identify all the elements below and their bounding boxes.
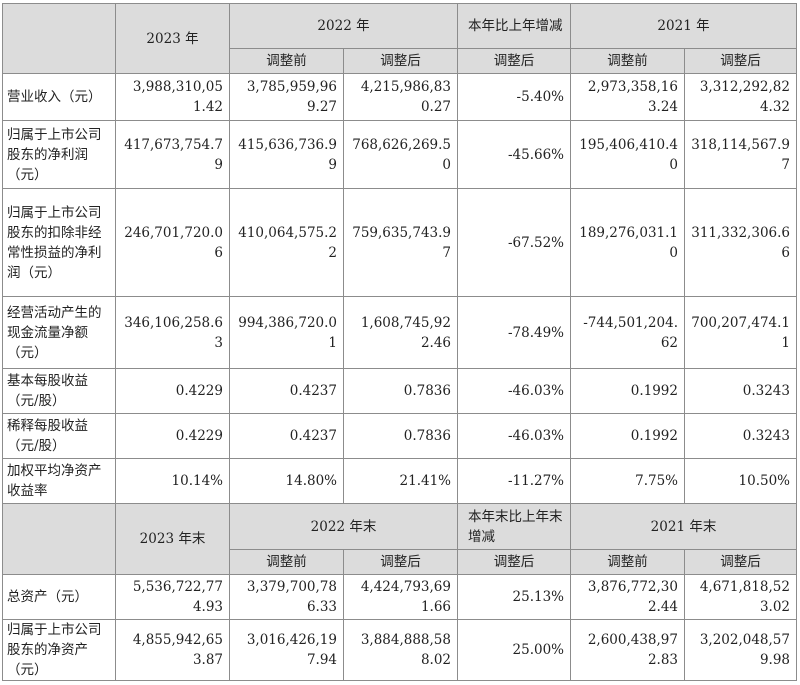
cell-2021-before: 189,276,031.10 xyxy=(570,188,685,297)
header-yoy: 本年比上年增减 xyxy=(457,3,571,49)
header-2021-end: 2021 年末 xyxy=(570,503,797,550)
cell-2021-before: 195,406,410.40 xyxy=(570,120,685,189)
cell-2023: 10.14% xyxy=(115,458,230,504)
header-2021: 2021 年 xyxy=(570,3,797,49)
header-corner-cell xyxy=(2,3,116,74)
header-2021-before: 调整前 xyxy=(570,48,685,74)
row-label: 归属于上市公司股东的扣除非经常性损益的净利润（元） xyxy=(2,188,116,297)
header-2021-end-after: 调整后 xyxy=(684,549,797,575)
header-2022-end: 2022 年末 xyxy=(229,503,458,550)
cell-2022-after: 21.41% xyxy=(343,458,458,504)
cell-yoy: -5.40% xyxy=(457,73,571,121)
financial-indicators-table: 2023 年 2022 年 本年比上年增减 2021 年 调整前 调整后 调整后… xyxy=(2,3,797,681)
cell-yoy: 25.13% xyxy=(457,574,571,620)
cell-2022-before: 994,386,720.01 xyxy=(229,296,344,369)
row-label: 归属于上市公司股东的净利润（元） xyxy=(2,120,116,189)
table-row: 归属于上市公司股东的净利润（元） 417,673,754.79 415,636,… xyxy=(2,120,797,189)
cell-2022-after: 0.7836 xyxy=(343,368,458,414)
table-row: 稀释每股收益（元/股） 0.4229 0.4237 0.7836 -46.03%… xyxy=(2,413,797,459)
cell-yoy: -11.27% xyxy=(457,458,571,504)
cell-2022-after: 1,608,745,922.46 xyxy=(343,296,458,369)
cell-2021-after: 0.3243 xyxy=(684,413,797,459)
cell-2022-after: 768,626,269.50 xyxy=(343,120,458,189)
cell-2022-before: 0.4237 xyxy=(229,368,344,414)
cell-2023: 0.4229 xyxy=(115,413,230,459)
header-2023: 2023 年 xyxy=(115,3,230,74)
cell-2022-before: 14.80% xyxy=(229,458,344,504)
cell-2021-after: 318,114,567.97 xyxy=(684,120,797,189)
table-row: 经营活动产生的现金流量净额（元） 346,106,258.63 994,386,… xyxy=(2,296,797,369)
cell-2021-after: 3,312,292,824.32 xyxy=(684,73,797,121)
cell-2021-after: 3,202,048,579.98 xyxy=(684,619,797,681)
cell-2022-before: 3,379,700,786.33 xyxy=(229,574,344,620)
table-row: 基本每股收益（元/股） 0.4229 0.4237 0.7836 -46.03%… xyxy=(2,368,797,414)
cell-2021-after: 10.50% xyxy=(684,458,797,504)
cell-yoy: -46.03% xyxy=(457,413,571,459)
table-row: 加权平均净资产收益率 10.14% 14.80% 21.41% -11.27% … xyxy=(2,458,797,504)
header-row-2: 调整前 调整后 调整后 调整前 调整后 xyxy=(3,48,797,74)
cell-2022-after: 759,635,743.97 xyxy=(343,188,458,297)
cell-2023: 417,673,754.79 xyxy=(115,120,230,189)
header-row-3: 2023 年末 2022 年末 本年末比上年末增减 2021 年末 xyxy=(2,503,797,575)
cell-2022-after: 0.7836 xyxy=(343,413,458,459)
header-row-1: 2023 年 2022 年 本年比上年增减 2021 年 xyxy=(2,3,797,74)
cell-2021-after: 4,671,818,523.02 xyxy=(684,574,797,620)
cell-2022-after: 4,215,986,830.27 xyxy=(343,73,458,121)
header-corner-cell-2 xyxy=(2,503,116,575)
cell-2023: 346,106,258.63 xyxy=(115,296,230,369)
header-2023-end: 2023 年末 xyxy=(115,503,230,575)
cell-yoy: -46.03% xyxy=(457,368,571,414)
cell-2022-after: 3,884,888,588.02 xyxy=(343,619,458,681)
header-yoy-after: 调整后 xyxy=(457,48,571,74)
cell-2021-after: 700,207,474.11 xyxy=(684,296,797,369)
cell-2023: 5,536,722,774.93 xyxy=(115,574,230,620)
header-2022-after: 调整后 xyxy=(343,48,458,74)
cell-2021-before: 2,973,358,163.24 xyxy=(570,73,685,121)
cell-2022-before: 415,636,736.99 xyxy=(229,120,344,189)
row-label: 稀释每股收益（元/股） xyxy=(2,413,116,459)
cell-2021-before: 0.1992 xyxy=(570,413,685,459)
cell-2022-before: 3,016,426,197.94 xyxy=(229,619,344,681)
header-2021-end-before: 调整前 xyxy=(570,549,685,575)
header-2022-end-before: 调整前 xyxy=(229,549,344,575)
financial-table-wrapper: 2023 年 2022 年 本年比上年增减 2021 年 调整前 调整后 调整后… xyxy=(2,3,797,681)
cell-2022-before: 0.4237 xyxy=(229,413,344,459)
cell-2022-before: 3,785,959,969.27 xyxy=(229,73,344,121)
cell-2021-after: 0.3243 xyxy=(684,368,797,414)
table-row: 营业收入（元） 3,988,310,051.42 3,785,959,969.2… xyxy=(2,73,797,121)
table-row: 归属于上市公司股东的扣除非经常性损益的净利润（元） 246,701,720.06… xyxy=(2,188,797,297)
cell-2023: 246,701,720.06 xyxy=(115,188,230,297)
header-row-4: 调整前 调整后 调整后 调整前 调整后 xyxy=(3,549,797,575)
row-label: 营业收入（元） xyxy=(2,73,116,121)
row-label: 总资产（元） xyxy=(2,574,116,620)
header-2022: 2022 年 xyxy=(229,3,458,49)
cell-2021-before: 7.75% xyxy=(570,458,685,504)
cell-yoy: -45.66% xyxy=(457,120,571,189)
header-yoy-end-after: 调整后 xyxy=(457,549,571,575)
cell-yoy: 25.00% xyxy=(457,619,571,681)
cell-2022-before: 410,064,575.22 xyxy=(229,188,344,297)
header-2022-before: 调整前 xyxy=(229,48,344,74)
row-label: 归属于上市公司股东的净资产（元） xyxy=(2,619,116,681)
cell-2022-after: 4,424,793,691.66 xyxy=(343,574,458,620)
table-row: 总资产（元） 5,536,722,774.93 3,379,700,786.33… xyxy=(2,574,797,620)
cell-2021-before: -744,501,204.62 xyxy=(570,296,685,369)
cell-yoy: -67.52% xyxy=(457,188,571,297)
cell-2023: 0.4229 xyxy=(115,368,230,414)
row-label: 经营活动产生的现金流量净额（元） xyxy=(2,296,116,369)
cell-2021-before: 0.1992 xyxy=(570,368,685,414)
row-label: 基本每股收益（元/股） xyxy=(2,368,116,414)
cell-2021-before: 2,600,438,972.83 xyxy=(570,619,685,681)
header-2022-end-after: 调整后 xyxy=(343,549,458,575)
row-label: 加权平均净资产收益率 xyxy=(2,458,116,504)
cell-yoy: -78.49% xyxy=(457,296,571,369)
cell-2021-after: 311,332,306.66 xyxy=(684,188,797,297)
header-2021-after: 调整后 xyxy=(684,48,797,74)
cell-2021-before: 3,876,772,302.44 xyxy=(570,574,685,620)
cell-2023: 4,855,942,653.87 xyxy=(115,619,230,681)
table-row: 归属于上市公司股东的净资产（元） 4,855,942,653.87 3,016,… xyxy=(2,619,797,681)
header-yoy-end: 本年末比上年末增减 xyxy=(457,503,571,550)
cell-2023: 3,988,310,051.42 xyxy=(115,73,230,121)
